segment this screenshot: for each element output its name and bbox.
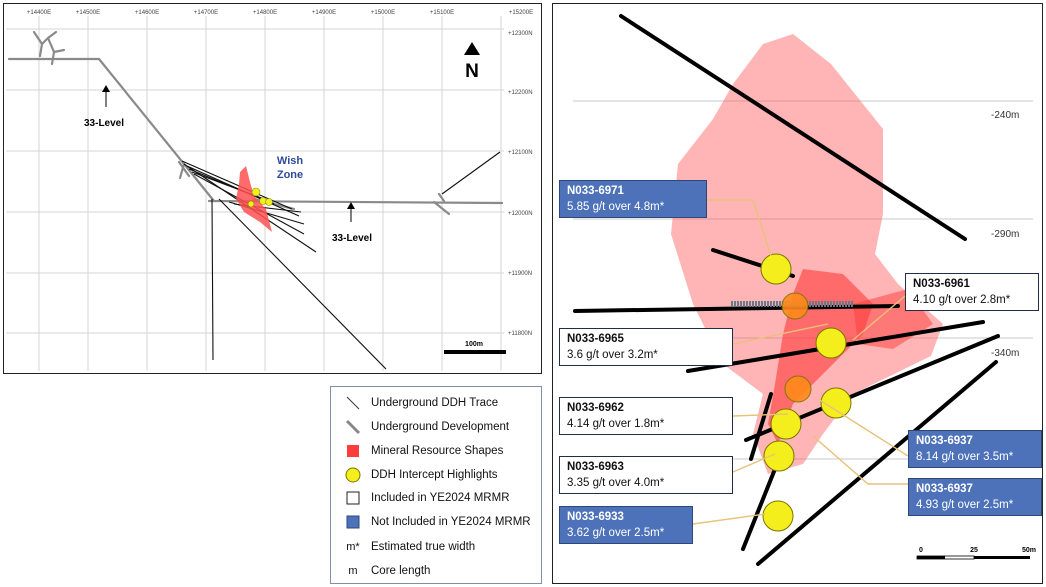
easting-label: +14800E bbox=[253, 10, 277, 16]
northing-label: +11900N bbox=[508, 271, 532, 277]
scale-label: 100m bbox=[465, 341, 483, 348]
northing-label: +12000N bbox=[508, 211, 533, 217]
intercept-label: N033-6937 4.93 g/t over 2.5m* bbox=[908, 478, 1042, 516]
northing-label: +12300N bbox=[508, 31, 533, 37]
legend: Underground DDH Trace Underground Develo… bbox=[330, 386, 542, 584]
easting-label: +15200E bbox=[509, 10, 533, 16]
intercept-label: N033-6933 3.62 g/t over 2.5m* bbox=[559, 506, 693, 544]
easting-label: +14400E bbox=[27, 10, 51, 16]
northing-label: +12100N bbox=[508, 150, 533, 156]
included-icon bbox=[343, 489, 363, 507]
plan-scale-bar: 100m bbox=[444, 341, 506, 354]
intercept-label: N033-6961 4.10 g/t over 2.8m* bbox=[905, 273, 1039, 311]
label-leaders bbox=[692, 199, 909, 525]
intercept-markers bbox=[247, 187, 273, 208]
elevation-label: -290m bbox=[991, 229, 1019, 240]
elevation-label: -240m bbox=[991, 110, 1019, 121]
legend-item: m Core length bbox=[348, 565, 431, 577]
scale-tick: 50m bbox=[1022, 547, 1036, 554]
intercept-icon bbox=[343, 466, 363, 484]
intercept-label: N033-6963 3.35 g/t over 4.0m* bbox=[559, 456, 733, 494]
section-view: -240m -290m -340m bbox=[552, 3, 1043, 584]
level-annotation: 33-Level bbox=[84, 85, 124, 129]
intercept-label: N033-6965 3.6 g/t over 3.2m* bbox=[559, 328, 733, 366]
legend-item: Included in YE2024 MRMR bbox=[343, 488, 510, 508]
level-annotation: 33-Level bbox=[332, 202, 372, 244]
legend-item: Underground DDH Trace bbox=[343, 393, 498, 413]
easting-label: +14700E bbox=[194, 10, 218, 16]
scale-tick: 0 bbox=[919, 547, 923, 554]
wish-zone-label: Wish Zone bbox=[277, 155, 304, 181]
intercept-label: N033-6962 4.14 g/t over 1.8m* bbox=[559, 397, 733, 435]
easting-label: +15100E bbox=[430, 10, 454, 16]
legend-item: Underground Development bbox=[343, 417, 509, 437]
ddh-intercepts bbox=[760, 253, 852, 532]
level-label: 33-Level bbox=[332, 233, 372, 244]
intercept-label: N033-6937 8.14 g/t over 3.5m* bbox=[908, 430, 1042, 468]
development-icon bbox=[343, 418, 363, 436]
underground-development bbox=[7, 30, 504, 216]
plan-map: +14400E +14500E +14600E +14700E +14800E … bbox=[3, 3, 542, 374]
intercept-label: N033-6971 5.85 g/t over 4.8m* bbox=[559, 180, 707, 218]
legend-item: m* Estimated true width bbox=[346, 541, 476, 553]
section-scale-bar: 0 25 50m bbox=[916, 547, 1036, 560]
northing-label: +11800N bbox=[508, 331, 532, 337]
scale-tick: 25 bbox=[970, 547, 978, 554]
easting-label: +14600E bbox=[135, 10, 159, 16]
legend-item: Not Included in YE2024 MRMR bbox=[343, 512, 531, 532]
ddh-traces bbox=[181, 151, 501, 370]
easting-label: +14500E bbox=[76, 10, 100, 16]
plan-map-svg: +14400E +14500E +14600E +14700E +14800E … bbox=[6, 10, 533, 371]
legend-item: DDH Intercept Highlights bbox=[343, 465, 498, 485]
northing-label: +12200N bbox=[508, 90, 533, 96]
north-label: N bbox=[465, 61, 479, 82]
easting-label: +14900E bbox=[312, 10, 336, 16]
level-label: 33-Level bbox=[84, 118, 124, 129]
mineral-shape-icon bbox=[343, 442, 363, 460]
easting-label: +15000E bbox=[371, 10, 395, 16]
elevation-label: -340m bbox=[991, 348, 1019, 359]
not-included-icon bbox=[343, 513, 363, 531]
north-arrow-icon: N bbox=[464, 42, 480, 82]
legend-item: Mineral Resource Shapes bbox=[343, 441, 503, 461]
ddh-trace-icon bbox=[343, 394, 363, 412]
mineral-resource-shape bbox=[236, 166, 272, 232]
